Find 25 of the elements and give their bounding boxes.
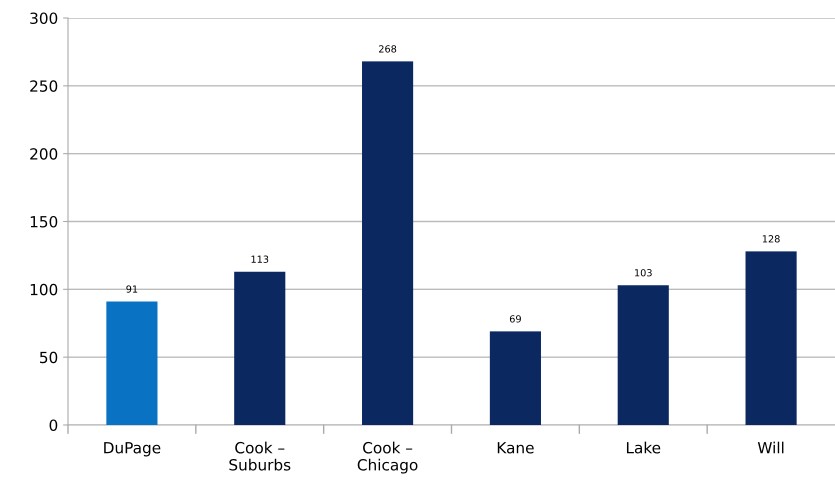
bar [746, 251, 797, 425]
y-tick-label: 200 [30, 148, 58, 160]
bar [234, 272, 286, 425]
data-label: 128 [762, 235, 780, 243]
y-tick-label: 250 [30, 80, 58, 92]
y-tick-label: 150 [30, 216, 58, 228]
x-tick-label: Lake [626, 442, 660, 454]
data-label: 268 [379, 45, 396, 53]
y-tick-label: 50 [40, 352, 58, 364]
x-tick-label: Cook – Suburbs [229, 442, 290, 471]
data-label: 113 [252, 256, 268, 263]
bar [490, 331, 541, 425]
data-label: 91 [126, 285, 138, 293]
x-tick-label: Kane [498, 442, 534, 454]
bar [618, 285, 669, 425]
x-tick-label: DuPage [104, 442, 160, 456]
x-tick-label: Cook – Chicago [358, 442, 418, 474]
bar [106, 302, 158, 425]
y-tick-label: 300 [30, 12, 58, 24]
bar [362, 61, 414, 425]
x-tick-label: Will [758, 442, 784, 454]
y-tick-label: 0 [50, 419, 58, 432]
y-tick-label: 100 [30, 284, 58, 296]
data-label: 69 [510, 315, 521, 323]
data-label: 103 [635, 269, 652, 276]
